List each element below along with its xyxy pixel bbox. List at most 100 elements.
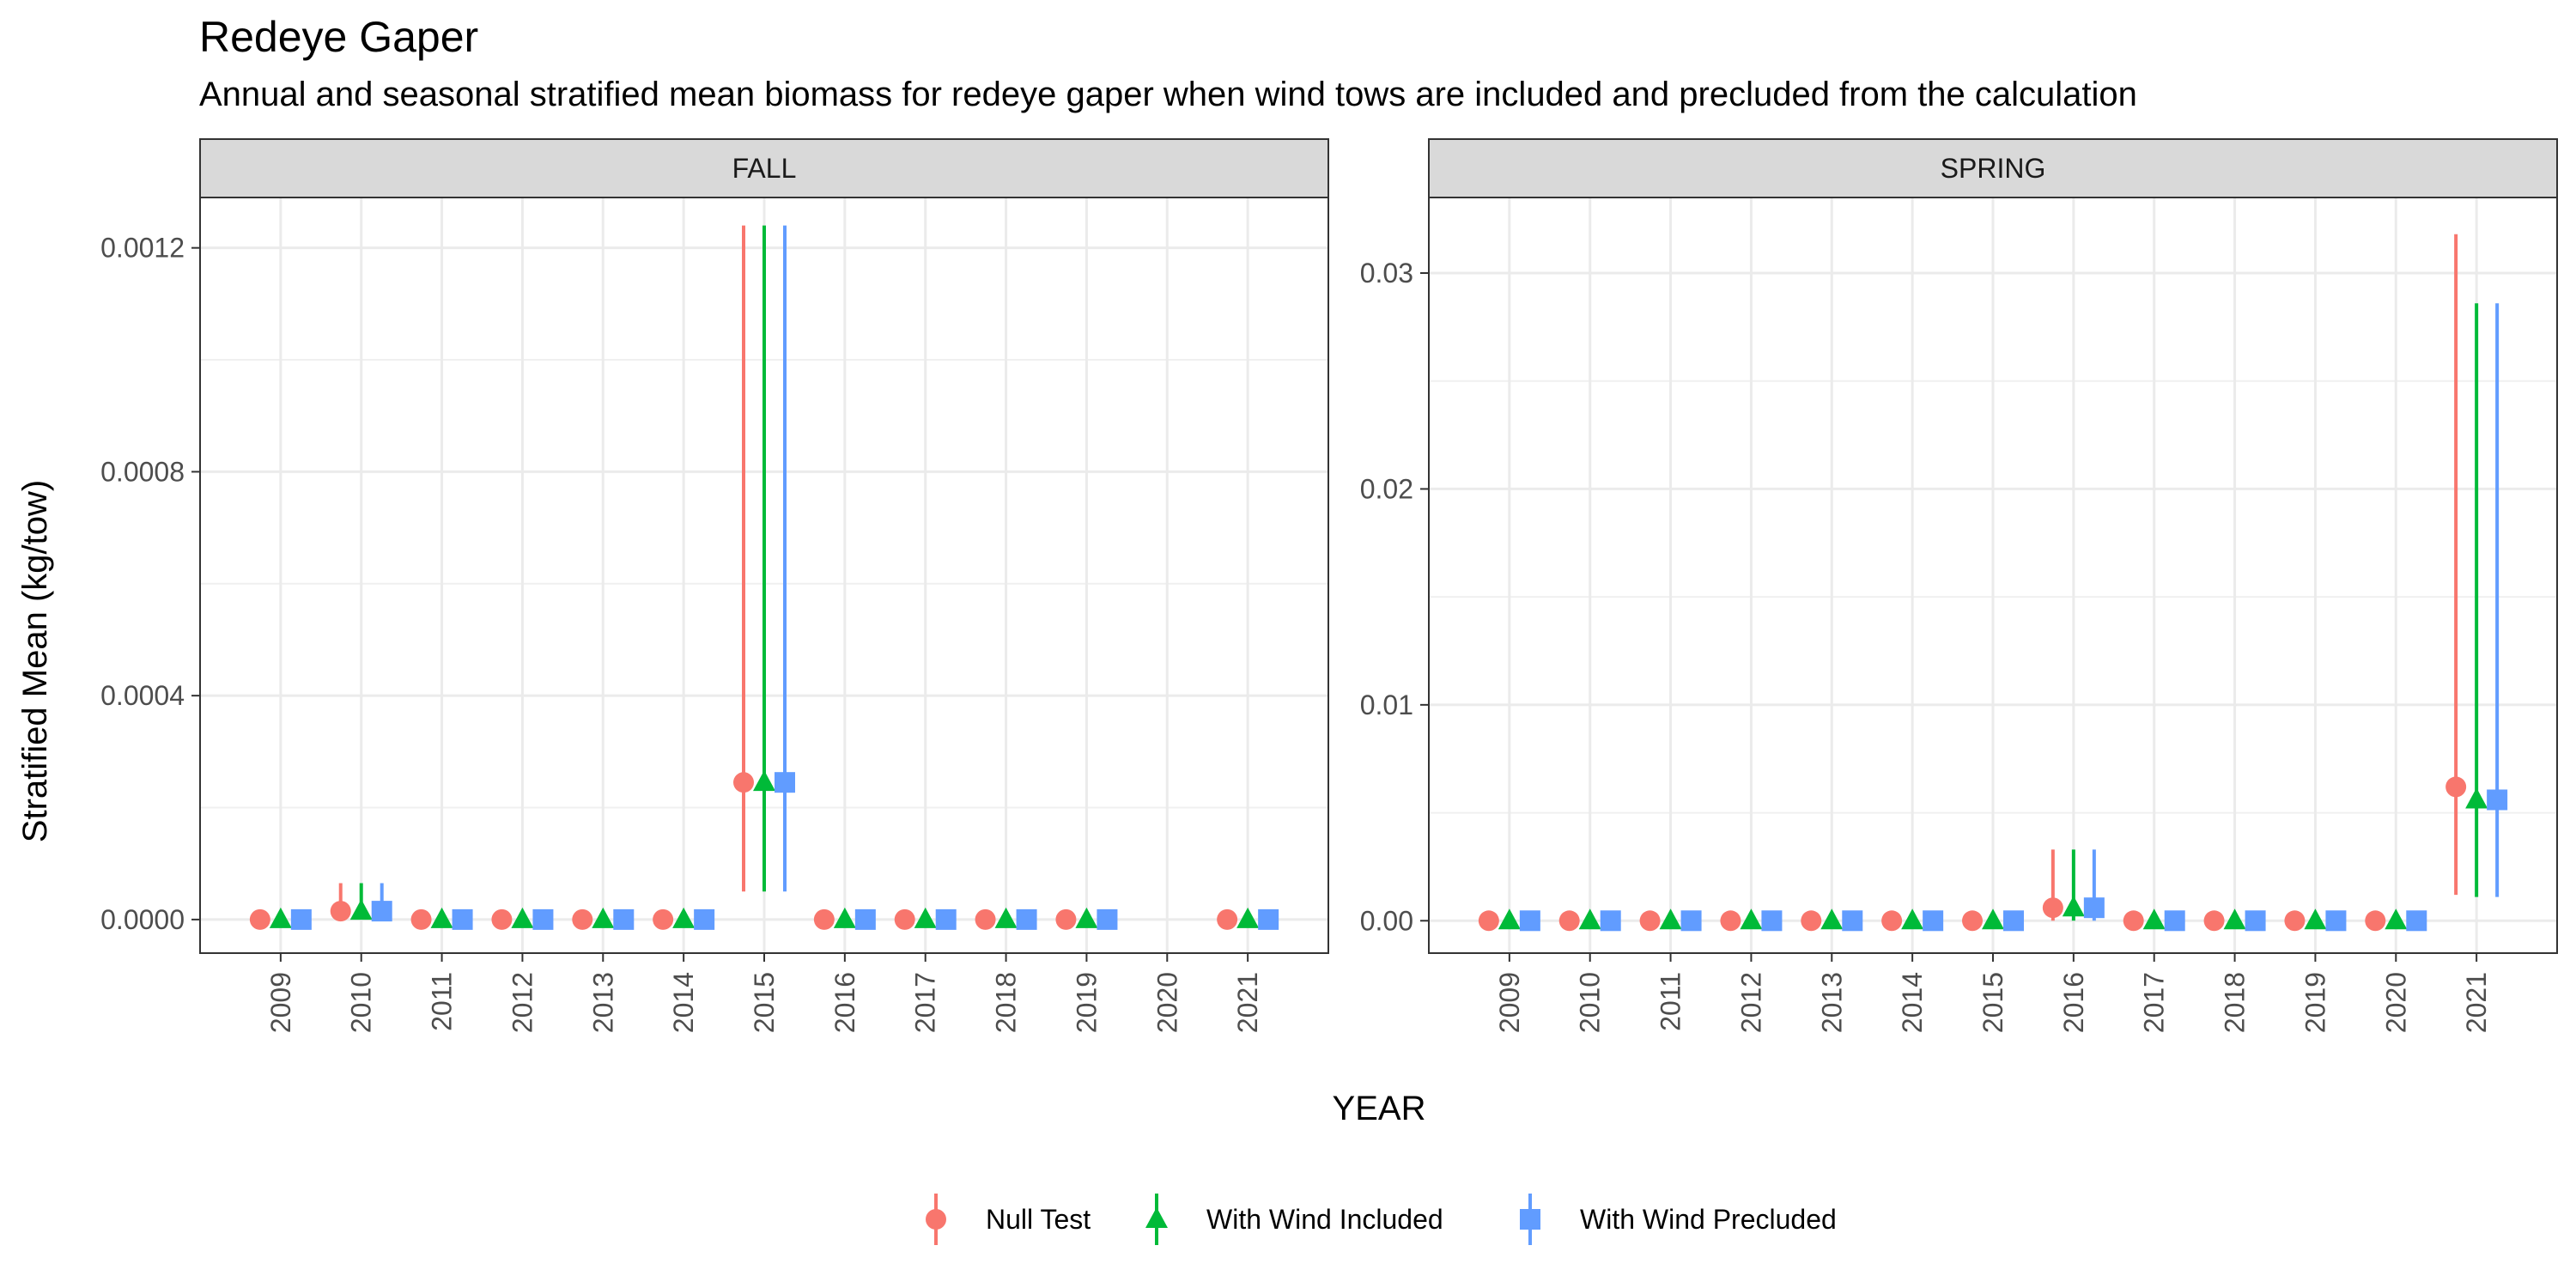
x-tick-label: 2017 bbox=[910, 972, 941, 1033]
x-tick-label: 2012 bbox=[1735, 972, 1766, 1033]
data-point bbox=[1498, 908, 1521, 930]
data-point bbox=[753, 770, 775, 792]
data-point bbox=[1478, 910, 1499, 932]
data-point bbox=[2223, 908, 2246, 930]
y-tick-label: 0.0000 bbox=[100, 904, 185, 935]
data-point bbox=[269, 907, 292, 928]
legend: Null Test With Wind Included With Wind Pre… bbox=[926, 1194, 1837, 1245]
chart-title: Redeye Gaper bbox=[199, 13, 479, 61]
facet-strip bbox=[1428, 138, 2558, 198]
data-point bbox=[1761, 910, 1783, 932]
data-point bbox=[532, 908, 554, 930]
data-point bbox=[1820, 908, 1844, 930]
data-point bbox=[290, 908, 312, 930]
data-point bbox=[2123, 910, 2144, 932]
y-tick-label: 0.02 bbox=[1360, 473, 1413, 504]
data-point bbox=[833, 907, 856, 928]
data-point bbox=[1842, 910, 1863, 932]
data-point bbox=[1881, 910, 1903, 932]
x-tick-label: 2017 bbox=[2139, 972, 2170, 1033]
data-point bbox=[249, 908, 270, 930]
x-tick-label: 2016 bbox=[829, 972, 860, 1033]
y-tick-label: 0.0008 bbox=[100, 456, 185, 487]
data-point bbox=[2406, 910, 2427, 932]
data-point bbox=[1236, 907, 1260, 928]
y-tick-label: 0.0012 bbox=[100, 233, 185, 264]
data-point bbox=[2245, 910, 2266, 932]
legend-key-triangle-icon bbox=[1145, 1207, 1168, 1228]
data-point bbox=[813, 908, 835, 930]
data-point bbox=[1258, 908, 1279, 930]
data-point bbox=[733, 772, 754, 793]
y-tick-label: 0.0004 bbox=[100, 680, 185, 711]
legend-label: Null Test bbox=[986, 1204, 1091, 1235]
panel-fall: FALL 0.0000 0.0004 0.0008 0.0012 2009 2010 2011… bbox=[100, 138, 1329, 1033]
data-point bbox=[2042, 897, 2063, 919]
data-point bbox=[1720, 910, 1741, 932]
data-point bbox=[653, 908, 674, 930]
x-tick-label: 2020 bbox=[1151, 972, 1182, 1033]
x-tick-label: 2021 bbox=[2461, 972, 2492, 1033]
data-point bbox=[894, 908, 915, 930]
data-point bbox=[854, 908, 876, 930]
x-tick-label: 2012 bbox=[507, 972, 538, 1033]
data-point bbox=[2062, 896, 2085, 917]
data-point bbox=[1558, 910, 1580, 932]
data-point bbox=[1578, 908, 1601, 930]
data-point bbox=[2284, 910, 2306, 932]
data-point bbox=[2365, 910, 2386, 932]
chart-subtitle: Annual and seasonal stratified mean biom… bbox=[199, 76, 2137, 113]
data-point bbox=[2203, 910, 2225, 932]
data-point bbox=[330, 901, 351, 922]
data-point bbox=[1097, 908, 1118, 930]
data-point bbox=[994, 907, 1018, 928]
data-point bbox=[1982, 908, 2004, 930]
x-tick-label: 2013 bbox=[587, 972, 618, 1033]
panel-spring: SPRING 0.00 0.01 0.02 0.03 2009 2010 2011 2012 20… bbox=[1360, 138, 2558, 1033]
x-tick-label: 2021 bbox=[1232, 972, 1263, 1033]
data-point bbox=[2465, 787, 2488, 809]
data-point bbox=[572, 908, 593, 930]
data-point bbox=[1801, 910, 1822, 932]
data-point bbox=[349, 899, 373, 920]
data-point bbox=[775, 772, 795, 793]
data-point bbox=[452, 908, 473, 930]
data-point bbox=[2142, 908, 2166, 930]
x-tick-label: 2015 bbox=[1978, 972, 2008, 1033]
data-point bbox=[2003, 910, 2024, 932]
y-axis-title: Stratified Mean (kg/tow) bbox=[16, 480, 54, 842]
data-point bbox=[2164, 910, 2185, 932]
data-point bbox=[2487, 789, 2508, 811]
data-point bbox=[1901, 908, 1924, 930]
x-tick-label: 2010 bbox=[1575, 972, 1606, 1033]
data-point bbox=[410, 908, 432, 930]
x-tick-label: 2011 bbox=[1656, 972, 1686, 1031]
data-point bbox=[511, 907, 534, 928]
legend-label: With Wind Included bbox=[1206, 1204, 1443, 1235]
x-tick-label: 2020 bbox=[2380, 972, 2411, 1033]
data-point bbox=[1659, 908, 1682, 930]
data-point bbox=[935, 908, 957, 930]
facet-strip-label: FALL bbox=[732, 153, 797, 184]
data-point bbox=[975, 908, 996, 930]
data-point bbox=[1217, 908, 1238, 930]
y-tick-label: 0.00 bbox=[1360, 905, 1413, 936]
data-point bbox=[613, 908, 635, 930]
x-tick-label: 2019 bbox=[2300, 972, 2330, 1033]
x-tick-label: 2014 bbox=[668, 972, 699, 1033]
data-point bbox=[2445, 776, 2467, 798]
x-tick-label: 2009 bbox=[265, 972, 296, 1033]
data-point bbox=[371, 901, 392, 922]
panel-border bbox=[199, 197, 1329, 954]
x-axis-title: YEAR bbox=[1333, 1090, 1426, 1127]
x-tick-label: 2015 bbox=[749, 972, 780, 1033]
facet-strip-label: SPRING bbox=[1941, 153, 2046, 184]
data-point bbox=[491, 908, 513, 930]
data-point bbox=[1962, 910, 1983, 932]
legend-label: With Wind Precluded bbox=[1580, 1204, 1837, 1235]
y-tick-label: 0.03 bbox=[1360, 258, 1413, 289]
data-point bbox=[1055, 908, 1077, 930]
data-point bbox=[1016, 908, 1037, 930]
x-tick-label: 2014 bbox=[1897, 972, 1928, 1033]
